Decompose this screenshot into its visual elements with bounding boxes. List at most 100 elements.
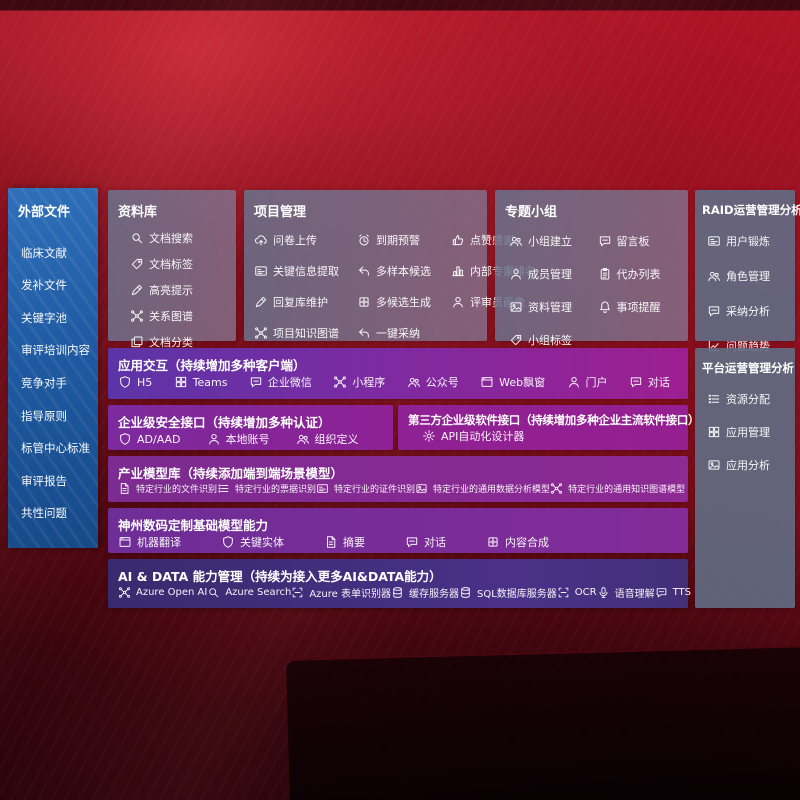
official-account-icon: [407, 375, 421, 389]
client-item: H5: [118, 375, 152, 389]
web-popup-icon: [480, 375, 494, 389]
industry-file-recognition-icon: [118, 482, 131, 495]
topic-group-panel: 专题小组 小组建立 留言板 成员管理 代办列表 资料管理 事项提醒 小组标签: [495, 190, 688, 347]
topic-group-list: 小组建立 留言板 成员管理 代办列表 资料管理 事项提醒 小组标签: [495, 220, 688, 348]
org-definition-icon: [296, 432, 310, 446]
cache-server-icon: [391, 586, 404, 599]
thumbs-up-icon: [451, 233, 465, 247]
one-click-adopt-icon: [357, 326, 371, 340]
model-item: 对话: [405, 534, 446, 550]
row-title: 企业级安全接口（持续增加多种认证）: [118, 415, 331, 430]
azure-search-icon: [207, 586, 220, 599]
due-alarm-icon: [357, 233, 371, 247]
third-party-interface-row: 第三方企业级软件接口（持续增加多种企业主流软件接口） API自动化设计器: [398, 405, 700, 450]
capability-item: 语音理解: [597, 585, 655, 600]
highlight-pen-icon: [130, 283, 144, 297]
model-item: 特定行业的通用知识图谱模型: [550, 482, 685, 495]
list-item: 关键字池: [21, 310, 67, 325]
model-item: 摘要: [324, 534, 365, 550]
capability-item: TTS: [655, 586, 691, 599]
repository-panel: 资料库 文档搜索 文档标签 高亮提示 关系图谱 文档分类: [108, 190, 236, 349]
ai-data-list: Azure Open AI Azure Search Azure 表单识别器 缓存服务…: [118, 585, 691, 600]
ad-aad-icon: [118, 432, 132, 446]
capability-item: Azure Open AI: [118, 586, 207, 599]
base-model-row: 神州数码定制基础模型能力 机器翻译 关键实体 摘要 对话 内容合成: [108, 508, 688, 553]
feature-item: 项目知识图谱: [254, 325, 353, 341]
app-analysis-icon: [707, 458, 721, 472]
feature-item: 关键信息提取: [254, 263, 353, 279]
industry-model-row: 产业模型库（持续添加端到端场景模型） 特定行业的文件识别 特定行业的票据识别 特定行…: [108, 456, 688, 502]
panel-title: 平台运营管理分析: [702, 361, 794, 375]
security-list: AD/AAD 本地账号 组织定义: [118, 431, 381, 447]
sql-database-server-icon: [459, 586, 472, 599]
panel-title: RAID运营管理分析: [702, 203, 800, 217]
user-training-icon: [707, 234, 721, 248]
list-item: 发补文件: [21, 278, 67, 293]
feature-item: 文档标签: [130, 256, 236, 272]
client-item: 门户: [567, 374, 608, 390]
feature-item: 回复库维护: [254, 294, 353, 310]
project-list: 问卷上传到期预警点赞感谢关键信息提取多样本候选内部专家排名回复库维护多候选生成评…: [244, 220, 536, 341]
cloud-upload-icon: [254, 233, 268, 247]
list-item: 临床文献: [21, 245, 67, 260]
repository-list: 文档搜索 文档标签 高亮提示 关系图谱 文档分类: [108, 220, 236, 350]
feature-item: 资料管理: [509, 299, 596, 315]
feature-item: 高亮提示: [130, 282, 236, 298]
client-item: 企业微信: [249, 374, 312, 390]
row-title: 神州数码定制基础模型能力: [118, 518, 269, 533]
todo-list-icon: [598, 267, 612, 281]
client-item: Web飘窗: [480, 374, 545, 390]
h5-icon: [118, 375, 132, 389]
client-list: H5 Teams 企业微信 小程序 公众号 Web飘窗 门户 对话: [118, 374, 676, 390]
reviewer-profile-icon: [451, 295, 465, 309]
feature-item: 应用管理: [707, 424, 795, 440]
base-model-list: 机器翻译 关键实体 摘要 对话 内容合成: [118, 534, 676, 550]
feature-item: 留言板: [598, 233, 685, 249]
model-item: 关键实体: [221, 534, 284, 550]
wecom-icon: [249, 375, 263, 389]
capability-item: 缓存服务器: [391, 585, 459, 600]
panel-title: 专题小组: [505, 205, 558, 220]
feature-item: 小组建立: [509, 233, 596, 249]
content-synthesis-icon: [486, 535, 500, 549]
key-info-extract-icon: [254, 264, 268, 278]
message-board-icon: [598, 234, 612, 248]
reply-library-icon: [254, 295, 268, 309]
ai-data-capability-row: AI & DATA 能力管理（持续为接入更多AI&DATA能力） Azure O…: [108, 559, 691, 608]
list-item: 审评报告: [21, 473, 67, 488]
model-item: 特定行业的文件识别: [118, 482, 217, 495]
model-item: 特定行业的票据识别: [217, 482, 316, 495]
industry-model-list: 特定行业的文件识别 特定行业的票据识别 特定行业的证件识别 特定行业的通用数据分析模型…: [118, 482, 685, 495]
teams-icon: [174, 375, 188, 389]
client-item: 公众号: [407, 374, 459, 390]
role-management-icon: [707, 269, 721, 283]
interface-item: API自动化设计器: [422, 428, 524, 444]
mini-program-icon: [333, 375, 347, 389]
feature-item: 文档搜索: [130, 230, 236, 246]
ocr-icon: [557, 586, 570, 599]
member-management-icon: [509, 267, 523, 281]
model-item: 特定行业的通用数据分析模型: [415, 482, 550, 495]
local-account-icon: [207, 432, 221, 446]
panel-title: 项目管理: [254, 205, 307, 220]
feature-item: 多候选生成: [357, 294, 447, 310]
panel-title: 资料库: [118, 205, 158, 220]
model-item: 机器翻译: [118, 534, 181, 550]
dialog-icon: [629, 375, 643, 389]
doc-classify-icon: [130, 335, 144, 349]
relation-graph-icon: [130, 309, 144, 323]
industry-receipt-recognition-icon: [217, 482, 230, 495]
feature-item: 用户锻炼: [707, 233, 795, 249]
multi-sample-candidate-icon: [357, 264, 371, 278]
resource-allocation-icon: [707, 392, 721, 406]
tts-icon: [655, 586, 668, 599]
material-management-icon: [509, 300, 523, 314]
auth-item: AD/AAD: [118, 432, 181, 446]
api-automation-designer-icon: [422, 429, 436, 443]
laptop-silhouette: [285, 645, 800, 800]
auth-item: 组织定义: [296, 431, 359, 447]
azure-openai-icon: [118, 586, 131, 599]
platform-operations-panel: 平台运营管理分析 资源分配 应用管理 应用分析: [695, 348, 795, 608]
row-title: 第三方企业级软件接口（持续增加多种企业主流软件接口）: [408, 413, 700, 427]
